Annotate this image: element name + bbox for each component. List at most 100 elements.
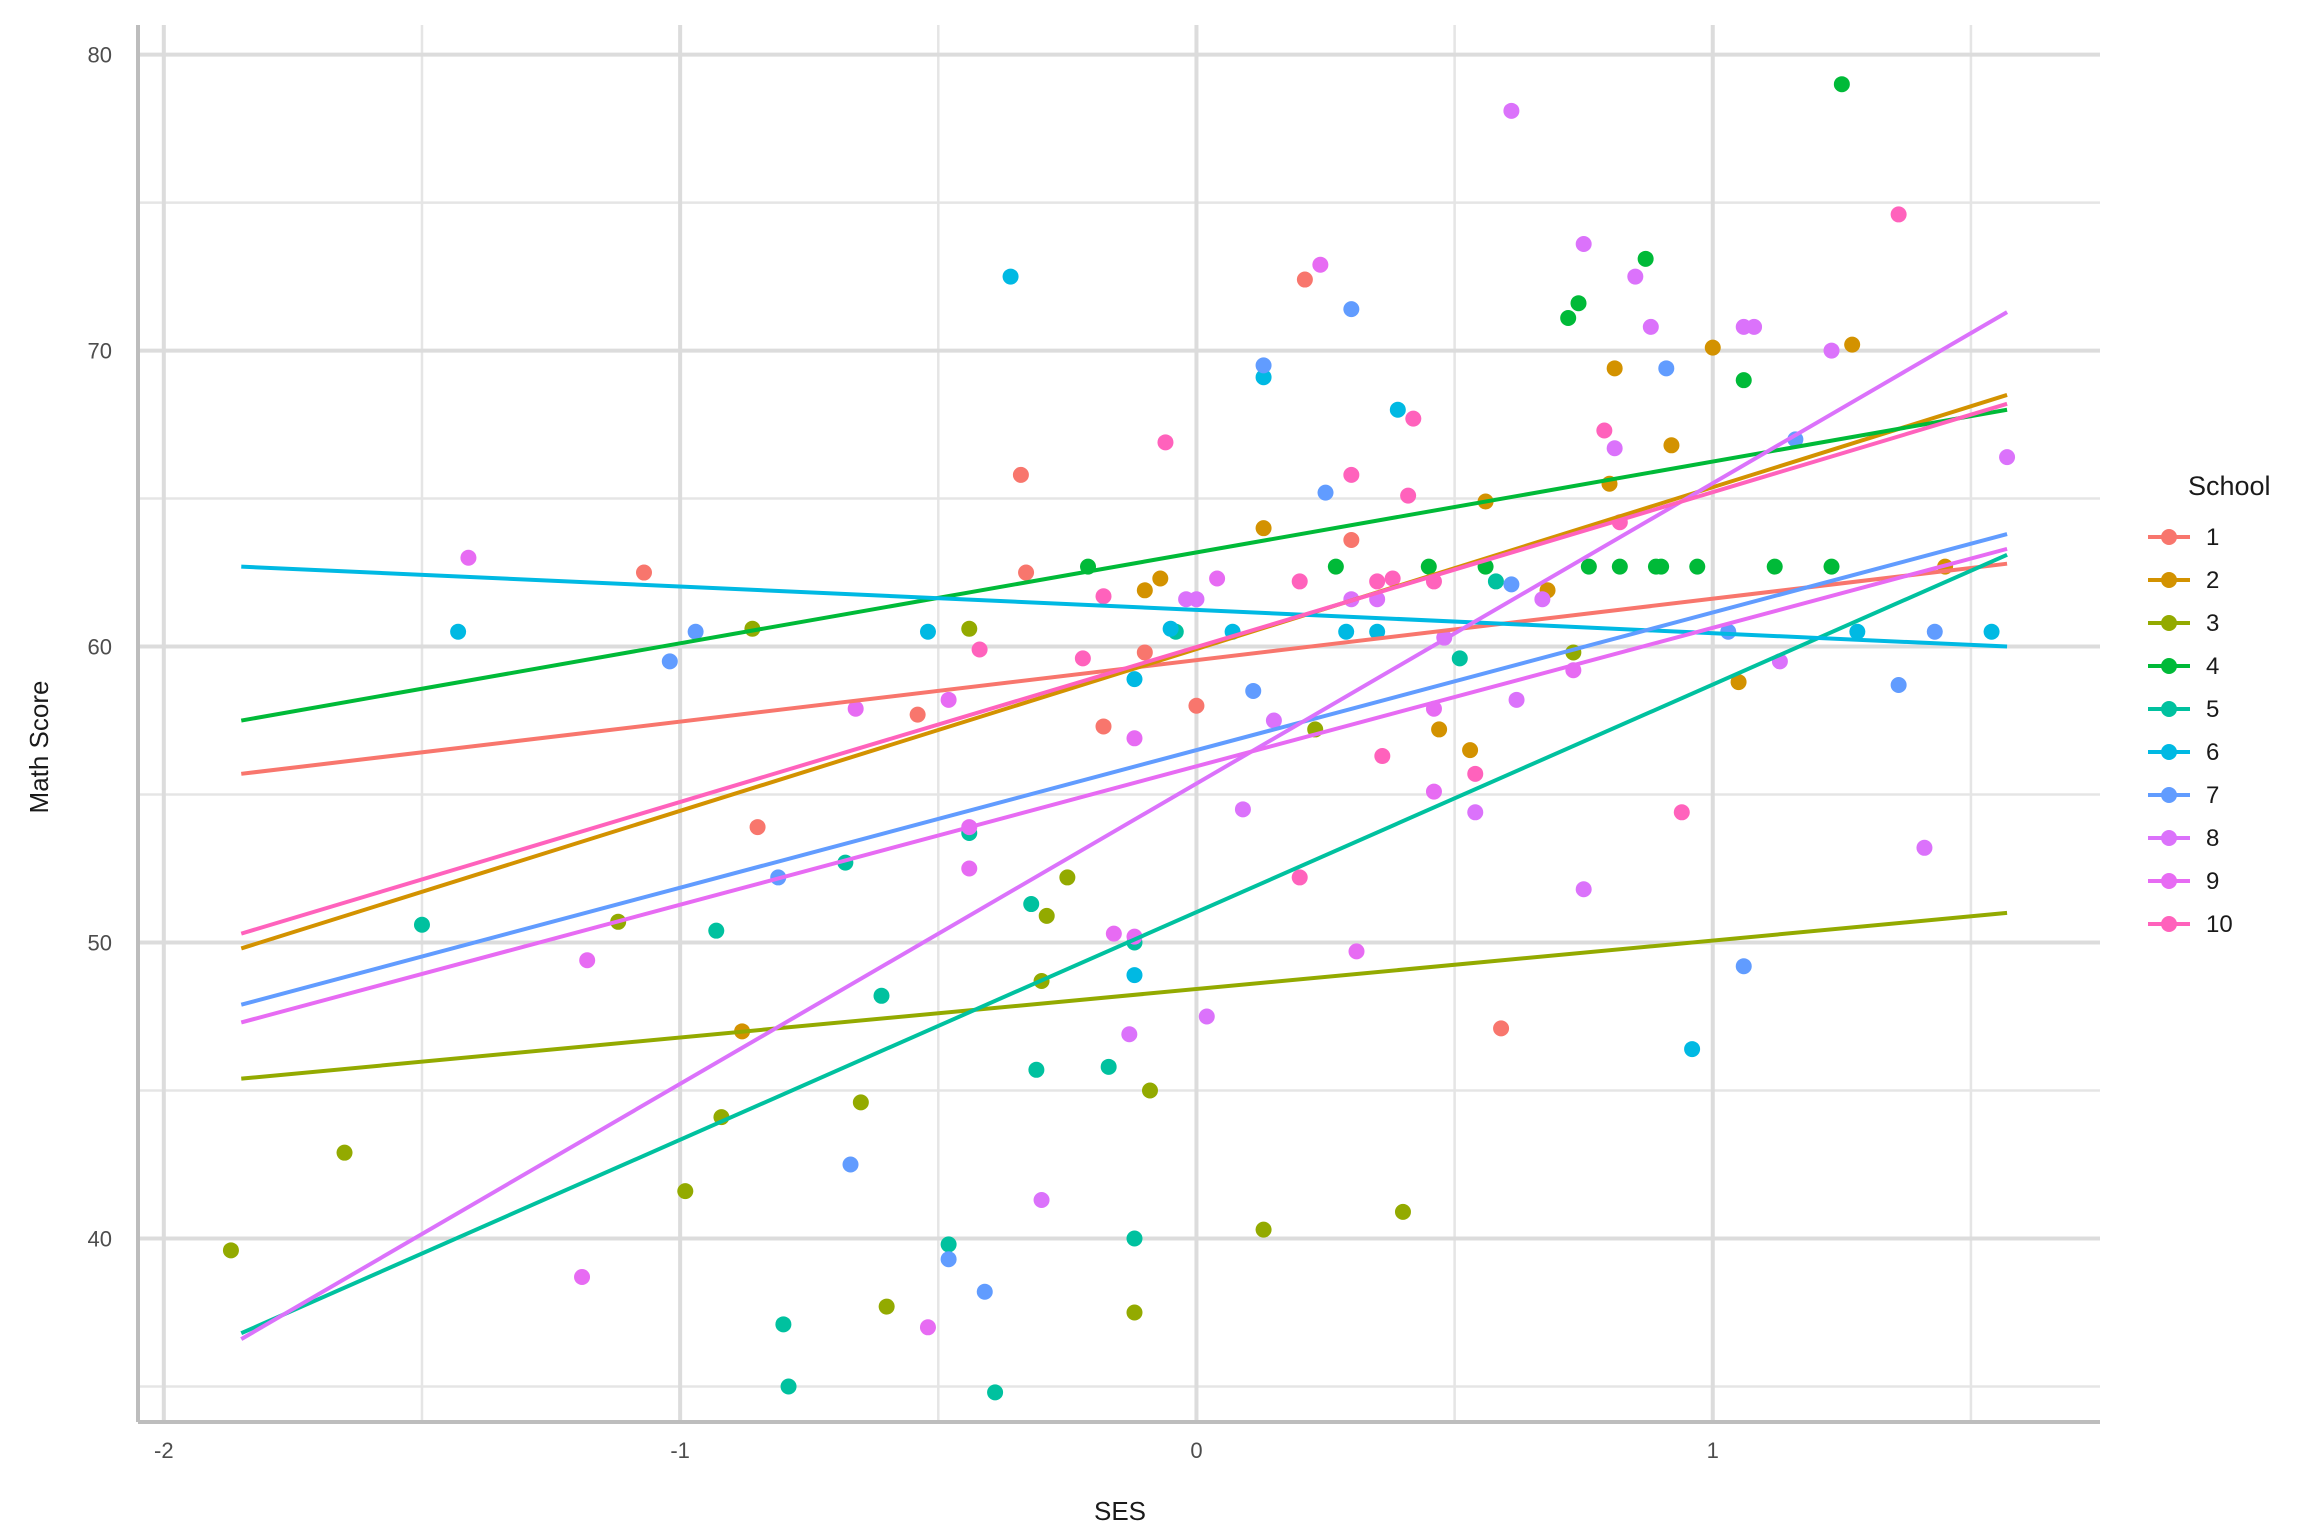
data-point-school-4	[1823, 558, 1840, 575]
data-point-school-2	[1730, 674, 1747, 691]
data-point-school-1	[1296, 271, 1313, 288]
fit-line-school-8	[240, 310, 2009, 1341]
data-point-school-7	[976, 1283, 993, 1300]
y-tick-label: 60	[88, 635, 112, 660]
data-point-school-2	[1462, 742, 1479, 759]
data-point-school-4	[1580, 558, 1597, 575]
y-tick-label: 80	[88, 43, 112, 68]
data-point-school-2	[1606, 360, 1623, 377]
legend-key-dot	[2161, 787, 2177, 803]
y-axis-title: Math Score	[24, 681, 54, 814]
data-point-school-9	[919, 1319, 936, 1336]
data-point-school-9	[1126, 730, 1143, 747]
y-tick-label: 50	[88, 931, 112, 956]
data-point-school-2	[1152, 570, 1169, 587]
fit-lines	[240, 310, 2009, 1341]
fit-line-school-5	[240, 552, 2008, 1336]
fit-line-school-9	[240, 546, 2008, 1025]
legend-item-school-6: 6	[2148, 739, 2219, 766]
data-point-school-1	[1188, 697, 1205, 714]
data-point-school-8	[1823, 342, 1840, 359]
tick-labels: -2 -1 0 1 40 50 60 70 80	[88, 43, 1719, 1463]
data-point-school-1	[1012, 466, 1029, 483]
legend-label: 10	[2206, 911, 2233, 938]
x-axis-title: SES	[1094, 1496, 1146, 1526]
data-point-school-8	[1188, 591, 1205, 608]
data-point-school-9	[847, 700, 864, 717]
data-point-school-5	[780, 1378, 797, 1395]
data-point-school-4	[1570, 295, 1587, 312]
data-point-school-9	[1348, 943, 1365, 960]
data-point-school-9	[1312, 256, 1329, 273]
data-point-school-3	[222, 1242, 239, 1259]
x-tick-label: -1	[670, 1438, 690, 1463]
legend-key-dot	[2161, 830, 2177, 846]
data-point-school-6	[1389, 401, 1406, 418]
y-tick-label: 40	[88, 1226, 112, 1251]
data-point-school-7	[1255, 357, 1272, 374]
data-point-school-9	[1105, 925, 1122, 942]
legend-label: 6	[2206, 739, 2219, 766]
legend-item-school-10: 10	[2148, 911, 2233, 938]
data-point-school-10	[1343, 466, 1360, 483]
data-point-school-9	[460, 549, 477, 566]
legend-label: 5	[2206, 696, 2219, 723]
data-point-school-3	[1394, 1203, 1411, 1220]
data-point-school-6	[1684, 1041, 1701, 1058]
data-point-school-9	[1209, 570, 1226, 587]
data-point-school-5	[1028, 1061, 1045, 1078]
legend-key-dot	[2161, 873, 2177, 889]
data-point-school-1	[635, 564, 652, 581]
legend-title: School	[2188, 471, 2271, 501]
legend-item-school-2: 2	[2148, 567, 2219, 594]
legend-label: 4	[2206, 653, 2219, 680]
data-point-school-6	[450, 623, 467, 640]
y-tick-label: 70	[88, 339, 112, 364]
x-tick-label: 1	[1707, 1438, 1719, 1463]
data-point-school-5	[1126, 1230, 1143, 1247]
data-point-school-6	[1849, 623, 1866, 640]
data-point-school-6	[1983, 623, 2000, 640]
data-point-school-8	[1033, 1192, 1050, 1209]
data-point-school-7	[842, 1156, 859, 1173]
data-point-school-8	[1503, 102, 1520, 119]
data-point-school-6	[919, 623, 936, 640]
legend-key-dot	[2161, 701, 2177, 717]
data-point-school-2	[1255, 520, 1272, 537]
legend-label: 7	[2206, 782, 2219, 809]
data-point-school-2	[1431, 721, 1448, 738]
data-point-school-3	[336, 1144, 353, 1161]
data-points	[222, 76, 2016, 1401]
legend-items: 1 2 3 4 5 6 7 8 9 10	[2148, 524, 2233, 938]
legend-label: 8	[2206, 825, 2219, 852]
axes	[136, 25, 2100, 1424]
fit-line-school-3	[241, 910, 2008, 1081]
grid-major	[138, 25, 2100, 1422]
data-point-school-10	[1369, 573, 1386, 590]
legend-key-dot	[2161, 744, 2177, 760]
data-point-school-5	[987, 1384, 1004, 1401]
data-point-school-10	[1095, 588, 1112, 605]
data-point-school-7	[661, 653, 678, 670]
data-point-school-2	[1704, 339, 1721, 356]
legend-item-school-3: 3	[2148, 610, 2219, 637]
data-point-school-7	[1735, 958, 1752, 975]
data-point-school-4	[1653, 558, 1670, 575]
data-point-school-8	[1999, 449, 2016, 466]
legend-item-school-9: 9	[2148, 868, 2219, 895]
data-point-school-4	[1560, 310, 1577, 327]
legend-item-school-7: 7	[2148, 782, 2219, 809]
legend-key-dot	[2161, 529, 2177, 545]
data-point-school-10	[1291, 869, 1308, 886]
data-point-school-8	[1575, 236, 1592, 253]
data-point-school-4	[1420, 558, 1437, 575]
data-point-school-1	[1136, 644, 1153, 661]
data-point-school-6	[1126, 967, 1143, 984]
data-point-school-2	[1136, 582, 1153, 599]
data-point-school-6	[1002, 268, 1019, 285]
data-point-school-7	[1343, 301, 1360, 318]
data-point-school-3	[1126, 1304, 1143, 1321]
data-point-school-5	[413, 916, 430, 933]
data-point-school-10	[1405, 410, 1422, 427]
